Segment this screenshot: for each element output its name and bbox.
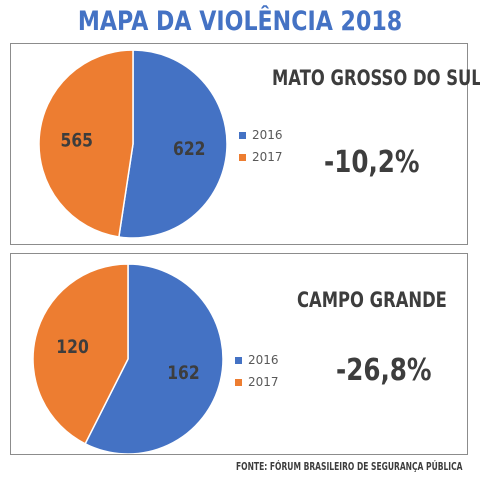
chart-title: MATO GROSSO DO SUL	[272, 66, 480, 90]
legend-label-2017: 2017	[252, 150, 283, 164]
pie-chart-mato-grosso-do-sul: 622 565	[38, 49, 228, 239]
legend-swatch-2017	[235, 378, 242, 386]
data-label-2016: 162	[167, 363, 200, 385]
legend: 2016 2017	[239, 124, 283, 168]
chart-panel-campo-grande: 162 120 CAMPO GRANDE 2016 2017 -26,8%	[10, 253, 468, 455]
pie-slice-2016	[84, 263, 224, 454]
pie-slice-2016	[118, 49, 228, 239]
data-label-2016: 622	[173, 139, 206, 161]
chart-panel-mato-grosso-do-sul: 622 565 MATO GROSSO DO SUL 2016 2017 -10,…	[10, 43, 480, 245]
legend-swatch-2016	[235, 356, 242, 364]
data-label-2017: 120	[56, 336, 89, 358]
pie-slice-2017	[38, 49, 134, 238]
legend-label-2016: 2016	[248, 353, 279, 367]
legend-label-2016: 2016	[252, 128, 283, 142]
legend: 2016 2017	[235, 349, 279, 393]
legend-item-2017: 2017	[239, 146, 283, 168]
change-percentage: -26,8%	[336, 353, 432, 388]
chart-title: CAMPO GRANDE	[297, 288, 447, 312]
change-percentage: -10,2%	[324, 145, 420, 180]
page-title: MAPA DA VIOLÊNCIA 2018	[77, 6, 403, 37]
legend-item-2017: 2017	[235, 371, 279, 393]
legend-label-2017: 2017	[248, 375, 279, 389]
legend-item-2016: 2016	[239, 124, 283, 146]
pie-slice-2017	[32, 263, 129, 445]
legend-swatch-2017	[239, 153, 246, 161]
legend-swatch-2016	[239, 131, 246, 139]
source-note: FONTE: FÓRUM BRASILEIRO DE SEGURANÇA PÚB…	[236, 461, 463, 473]
data-label-2017: 565	[61, 130, 94, 152]
legend-item-2016: 2016	[235, 349, 279, 371]
pie-chart-campo-grande: 162 120	[32, 263, 224, 454]
